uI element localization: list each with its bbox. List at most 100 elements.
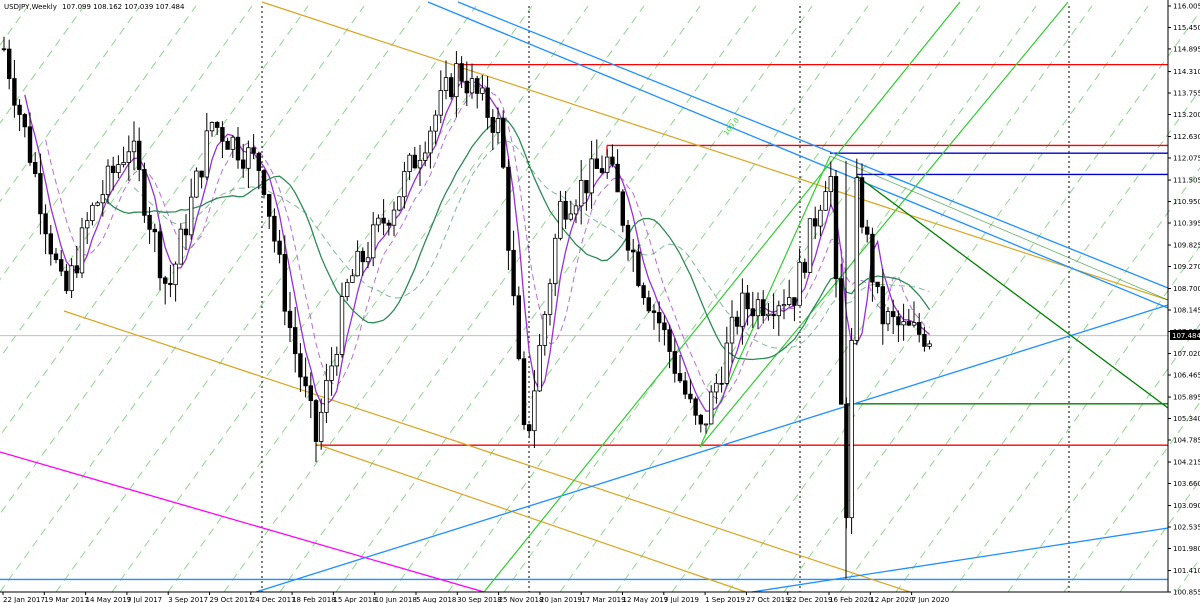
bull-candle bbox=[230, 136, 235, 150]
bear-candle bbox=[298, 353, 303, 378]
bull-candle bbox=[854, 177, 859, 341]
time-tick-label: 17 Mar 2019 bbox=[581, 596, 625, 603]
bull-candle bbox=[729, 316, 735, 344]
price-tick-label: 101.410 bbox=[1173, 567, 1200, 575]
time-tick-label: 16 Feb 2020 bbox=[829, 596, 873, 603]
bull-candle bbox=[204, 130, 209, 178]
bull-candle bbox=[344, 281, 350, 298]
bear-candle bbox=[303, 376, 308, 387]
bear-candle bbox=[162, 277, 168, 284]
bull-candle bbox=[376, 217, 381, 226]
bear-candle bbox=[636, 251, 641, 287]
time-tick-label: 14 May 2017 bbox=[86, 596, 132, 603]
bear-candle bbox=[287, 310, 293, 328]
bear-candle bbox=[142, 169, 147, 216]
bear-candle bbox=[667, 329, 672, 352]
bull-candle bbox=[178, 228, 183, 265]
bear-candle bbox=[641, 285, 646, 299]
bear-candle bbox=[527, 424, 532, 432]
time-tick-label: 20 Jan 2019 bbox=[540, 596, 582, 603]
bear-candle bbox=[199, 170, 204, 178]
bear-candle bbox=[599, 168, 605, 173]
bear-candle bbox=[646, 297, 651, 312]
bull-candle bbox=[443, 77, 449, 91]
bull-candle bbox=[90, 204, 95, 222]
bear-candle bbox=[7, 48, 12, 79]
bull-candle bbox=[69, 265, 74, 292]
bull-candle bbox=[724, 342, 729, 384]
blue-trendline bbox=[457, 1, 1169, 289]
bull-candle bbox=[781, 304, 787, 307]
bear-candle bbox=[698, 414, 703, 425]
bear-candle bbox=[693, 398, 698, 416]
price-axis: 116.005 115.450 114.895 114.310 113.755 113.2… bbox=[1167, 0, 1200, 597]
blue-support-trendline bbox=[255, 304, 1169, 593]
bear-candle bbox=[917, 322, 922, 335]
bull-candle bbox=[391, 209, 397, 226]
bear-candle bbox=[839, 278, 844, 405]
time-tick-label: 24 Dec 2017 bbox=[251, 596, 296, 603]
ohlc-readout: 107.099 108.162 107.039 107.484 bbox=[62, 3, 185, 11]
bear-candle bbox=[485, 87, 490, 118]
bear-candle bbox=[802, 261, 807, 273]
bear-candle bbox=[735, 316, 740, 327]
bull-candle bbox=[740, 292, 745, 327]
price-tick-label: 115.450 bbox=[1173, 24, 1200, 32]
bear-candle bbox=[615, 163, 620, 193]
bear-candle bbox=[360, 250, 365, 263]
bull-candle bbox=[95, 202, 100, 206]
bear-candle bbox=[33, 161, 38, 174]
time-tick-label: 7 Jun 2020 bbox=[912, 596, 950, 603]
bear-candle bbox=[859, 177, 865, 228]
bear-candle bbox=[59, 259, 64, 272]
bull-candle bbox=[370, 224, 376, 259]
price-tick-label: 104.215 bbox=[1173, 459, 1200, 467]
bear-candle bbox=[147, 214, 152, 230]
orange-channel-lower bbox=[315, 443, 747, 593]
bull-candle bbox=[194, 170, 199, 198]
bear-candle bbox=[266, 194, 272, 217]
orange-channel-middle bbox=[63, 310, 911, 593]
bear-candle bbox=[74, 265, 79, 274]
bear-candle bbox=[511, 249, 516, 297]
bear-candle bbox=[17, 104, 22, 115]
bull-candle bbox=[495, 118, 501, 133]
trendlines[interactable] bbox=[0, 1, 1169, 593]
bull-candle bbox=[766, 313, 771, 316]
bull-candle bbox=[350, 275, 355, 283]
bull-candle bbox=[480, 87, 485, 94]
bull-candle bbox=[885, 311, 891, 325]
bull-candle bbox=[573, 205, 579, 215]
bear-candle bbox=[625, 224, 631, 251]
bull-candle bbox=[396, 196, 402, 211]
time-tick-label: 5 Aug 2018 bbox=[416, 596, 456, 603]
bear-candle bbox=[152, 228, 157, 233]
time-tick-label: 29 Oct 2017 bbox=[210, 596, 253, 603]
bull-candle bbox=[849, 339, 854, 519]
bear-candle bbox=[313, 400, 319, 442]
bear-candle bbox=[220, 127, 225, 142]
bull-candle bbox=[818, 209, 823, 227]
price-tick-label: 105.340 bbox=[1173, 415, 1200, 423]
green-channel-line bbox=[483, 1, 961, 593]
bull-candle bbox=[79, 227, 85, 274]
bull-candle bbox=[417, 159, 423, 169]
bear-candle bbox=[662, 322, 667, 331]
bull-candle bbox=[324, 379, 329, 413]
bull-candle bbox=[553, 237, 558, 285]
bear-candle bbox=[792, 297, 797, 306]
price-tick-label: 102.535 bbox=[1173, 524, 1200, 532]
bear-candle bbox=[235, 136, 241, 161]
bear-candle bbox=[64, 270, 69, 292]
time-tick-label: 1 Sep 2019 bbox=[705, 596, 745, 603]
bear-candle bbox=[308, 385, 313, 401]
price-tick-label: 101.980 bbox=[1173, 545, 1200, 553]
bear-candle bbox=[474, 78, 480, 94]
bull-candle bbox=[339, 296, 345, 355]
price-tick-label: 103.090 bbox=[1173, 502, 1200, 510]
bull-candle bbox=[589, 158, 594, 194]
green-fan-line bbox=[829, 155, 1169, 301]
candlesticks[interactable] bbox=[1, 36, 932, 579]
bear-candle bbox=[896, 316, 901, 326]
